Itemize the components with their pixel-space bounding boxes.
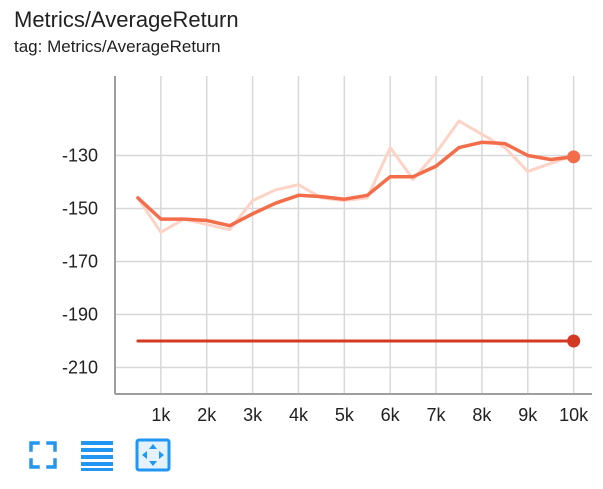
fullscreen-icon [29, 441, 57, 469]
fullscreen-button[interactable] [26, 438, 60, 472]
x-tick-label: 4k [289, 405, 309, 425]
fit-domain-icon [135, 438, 171, 472]
x-tick-label: 6k [381, 405, 401, 425]
x-tick-label: 7k [427, 405, 447, 425]
fit-domain-button[interactable] [135, 438, 171, 472]
x-tick-label: 5k [335, 405, 355, 425]
series-line-raw [136, 119, 576, 234]
grid [115, 76, 592, 394]
toggle-log-scale-icon [81, 441, 113, 471]
y-tick-label: -150 [62, 199, 98, 219]
x-tick-label: 3k [243, 405, 263, 425]
x-tick-label: 8k [472, 405, 492, 425]
chart-title: Metrics/AverageReturn [14, 7, 239, 32]
series-endpoint-smoothed [567, 150, 581, 164]
y-tick-label: -210 [62, 358, 98, 378]
y-tick-label: -190 [62, 305, 98, 325]
axes [114, 76, 592, 395]
x-tick-label: 2k [197, 405, 217, 425]
y-tick-label: -170 [62, 252, 98, 272]
chart-toolbar [26, 438, 186, 472]
series-endpoint-flat [567, 334, 581, 348]
series-group [136, 119, 581, 348]
x-tick-label: 1k [151, 405, 171, 425]
x-tick-label: 10k [559, 405, 589, 425]
chart-subtitle: tag: Metrics/AverageReturn [14, 37, 221, 56]
toggle-log-scale-button[interactable] [80, 438, 114, 472]
line-chart[interactable]: 1k 2k 3k 4k 5k 6k 7k 8k 9k 10k -130 -150 -170 -190 -21… [0, 0, 603, 430]
series-line-smoothed [136, 140, 576, 228]
tick-labels: 1k 2k 3k 4k 5k 6k 7k 8k 9k 10k -130 -150 -170 -190 -21… [62, 146, 589, 426]
y-tick-label: -130 [62, 146, 98, 166]
x-tick-label: 9k [518, 405, 538, 425]
